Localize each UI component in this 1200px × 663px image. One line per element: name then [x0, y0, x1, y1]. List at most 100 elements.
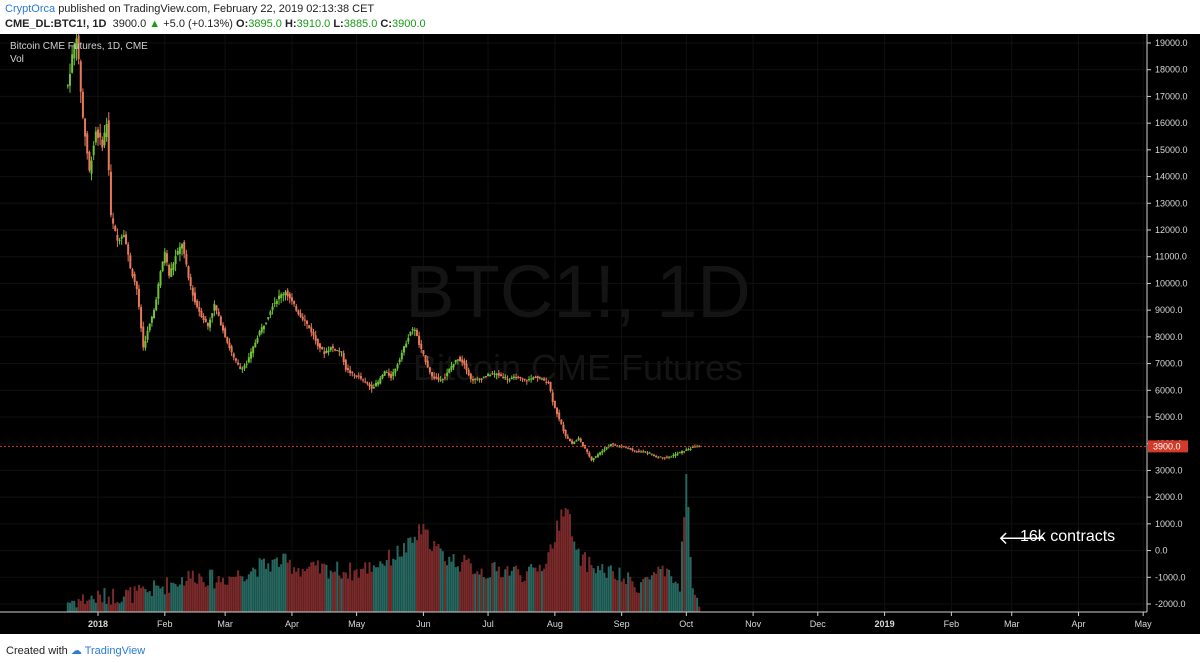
- candle-body: [478, 378, 481, 380]
- candle-body: [443, 377, 446, 379]
- volume-bar: [211, 569, 214, 613]
- last-price-label: 3900.0: [1153, 441, 1181, 451]
- volume-bar: [364, 562, 367, 613]
- candle-body: [228, 342, 231, 349]
- candle-body: [379, 378, 382, 384]
- candle-body: [659, 456, 662, 458]
- time-axis[interactable]: 2018 Feb Mar Apr May Jun Jul Aug Sep Oct Nov Dec 201…: [0, 611, 1200, 634]
- low-value: 3885.0: [343, 18, 378, 30]
- candle-body: [571, 440, 574, 444]
- candle-body: [674, 454, 677, 456]
- candle-body: [588, 452, 591, 457]
- candle-body: [282, 294, 285, 296]
- candle-body: [577, 438, 580, 440]
- volume-bar: [163, 594, 166, 613]
- candle-body: [681, 451, 684, 454]
- candle-body: [599, 452, 602, 455]
- annotation-text: 16k contracts: [1020, 528, 1115, 545]
- volume-bar: [234, 576, 237, 613]
- volume-bar: [200, 576, 203, 613]
- candle-body: [441, 379, 444, 381]
- volume-bar: [116, 601, 119, 613]
- volume-bar: [71, 600, 74, 613]
- volume-bar: [112, 588, 115, 613]
- chart-background: [0, 34, 1200, 634]
- volume-bar: [536, 571, 539, 613]
- volume-bar: [368, 562, 371, 613]
- candle-body: [411, 329, 414, 331]
- volume-bar: [135, 590, 138, 613]
- candle-body: [258, 331, 261, 336]
- candle-body: [637, 451, 640, 453]
- candle-body: [631, 448, 634, 451]
- volume-bar: [420, 534, 423, 613]
- candle-body: [454, 360, 457, 363]
- candle-body: [532, 377, 535, 380]
- candle-body: [71, 54, 74, 73]
- volume-bar: [437, 544, 440, 613]
- candle-body: [691, 446, 694, 448]
- candle-body: [657, 457, 660, 459]
- close-value: 3900.0: [392, 18, 426, 30]
- volume-bar: [415, 540, 418, 613]
- candle-body: [551, 392, 554, 402]
- volume-bar: [683, 517, 686, 613]
- candle-body: [265, 322, 268, 324]
- volume-bar: [215, 582, 218, 613]
- chart-area[interactable]: BTC1!, 1D Bitcoin CME Futures 19000.0 180…: [0, 26, 1200, 634]
- candle-body: [491, 373, 494, 375]
- candle-body: [426, 360, 429, 368]
- author-link[interactable]: CryptOrca: [5, 3, 56, 15]
- volume-bar: [469, 563, 472, 613]
- volume-bar: [342, 571, 345, 613]
- candle-body: [243, 365, 246, 369]
- volume-bar: [185, 580, 188, 613]
- candle-body: [260, 327, 263, 333]
- candle-body: [381, 375, 384, 379]
- tradingview-brand[interactable]: TradingView: [84, 645, 146, 657]
- candle-body: [290, 297, 293, 302]
- candle-body: [97, 129, 99, 138]
- volume-bar: [336, 561, 339, 613]
- volume-bar: [325, 564, 328, 613]
- candle-body: [618, 446, 621, 448]
- volume-bar: [312, 561, 315, 613]
- volume-bar: [665, 568, 668, 613]
- volume-bar: [221, 577, 224, 613]
- volume-bar: [351, 580, 354, 613]
- candle-body: [499, 374, 502, 377]
- candle-body: [334, 349, 337, 351]
- price-chart[interactable]: BTC1!, 1D Bitcoin CME Futures 19000.0 180…: [0, 26, 1200, 634]
- volume-bar: [267, 563, 270, 613]
- volume-bar: [676, 583, 679, 613]
- candle-body: [200, 310, 203, 318]
- time-tick-label: 2019: [875, 619, 895, 629]
- candle-body: [241, 368, 244, 370]
- price-tick-label: 8000.0: [1155, 332, 1183, 342]
- candle-body: [94, 131, 97, 143]
- volume-bar: [204, 586, 207, 613]
- price-tick-label: -2000.0: [1155, 599, 1186, 609]
- candle-body: [521, 378, 524, 380]
- volume-bar: [517, 569, 520, 613]
- candle-body: [327, 350, 330, 353]
- volume-bar: [230, 576, 233, 613]
- volume-bar: [306, 568, 309, 613]
- volume-bar: [506, 566, 509, 613]
- candle-body: [409, 331, 412, 336]
- volume-bar: [646, 576, 649, 613]
- candle-body: [517, 376, 520, 378]
- candle-body: [127, 244, 130, 255]
- candle-body: [254, 342, 257, 348]
- candle-body: [109, 171, 112, 216]
- volume-bar: [508, 575, 511, 613]
- price-axis[interactable]: 19000.0 18000.0 17000.0 16000.0 15000.0 14000…: [1146, 34, 1188, 612]
- volume-bar: [250, 571, 253, 613]
- volume-bar: [247, 574, 250, 613]
- volume-bar: [301, 569, 304, 613]
- candle-body: [75, 38, 78, 49]
- candle-body: [271, 306, 274, 311]
- volume-bar: [275, 557, 278, 613]
- candle-body: [506, 378, 509, 380]
- candle-body: [676, 453, 679, 455]
